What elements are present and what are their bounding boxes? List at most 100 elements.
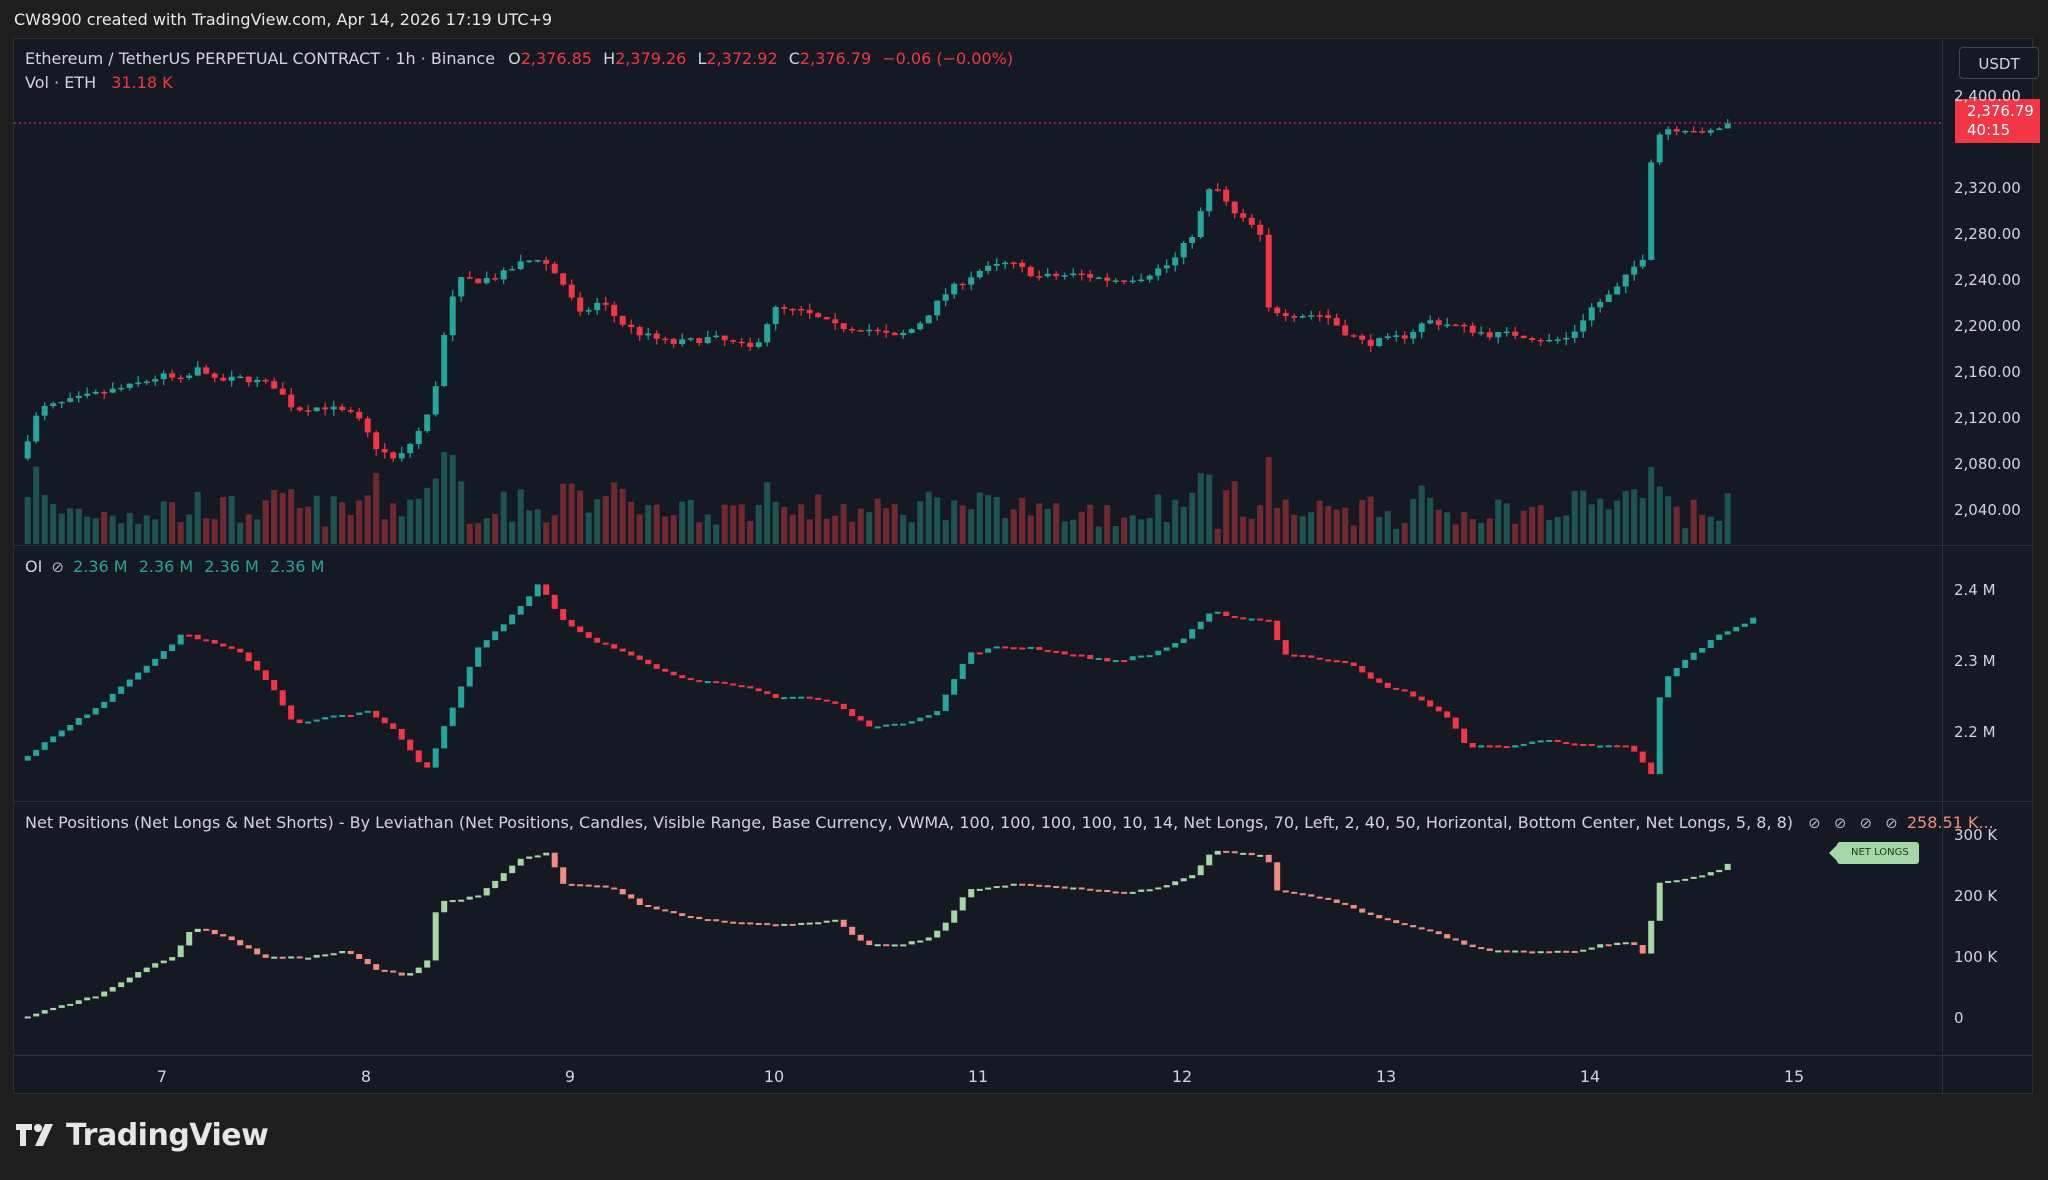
price-candle	[483, 278, 490, 284]
volume-legend[interactable]: Vol · ETH 31.18 K	[25, 73, 173, 92]
oi-candle	[58, 730, 65, 737]
oi-label[interactable]: OI	[25, 557, 43, 576]
oi-candle	[1682, 659, 1689, 668]
price-candle	[347, 410, 354, 412]
net-position-candle	[653, 906, 660, 910]
net-position-candle	[1061, 886, 1068, 889]
volume-bar	[339, 502, 346, 544]
oi-candle	[747, 686, 754, 689]
volume-bar	[160, 501, 167, 544]
oi-candle	[84, 714, 91, 718]
net-position-candle	[220, 934, 227, 937]
price-candle	[517, 261, 524, 270]
oi-legend[interactable]: OI ⊘ 2.36 M 2.36 M 2.36 M 2.36 M	[25, 557, 324, 576]
currency-unit-button[interactable]: USDT	[1959, 47, 2039, 79]
net-position-candle	[50, 1007, 57, 1011]
price-candle	[143, 381, 150, 384]
volume-label[interactable]: Vol · ETH	[25, 73, 97, 92]
price-candle	[288, 394, 295, 408]
price-candle	[798, 309, 805, 311]
volume-bar	[245, 514, 252, 544]
hidden-eye-icon[interactable]: ⊘	[1833, 814, 1847, 832]
oi-candle	[381, 717, 388, 724]
price-candle	[1308, 315, 1315, 317]
oi-candle	[1741, 623, 1748, 627]
price-candle	[92, 391, 99, 394]
price-candle	[1206, 189, 1213, 212]
net-positions-legend[interactable]: Net Positions (Net Longs & Net Shorts) -…	[25, 813, 1994, 832]
oi-candle	[1095, 658, 1102, 661]
net-positions-label[interactable]: Net Positions (Net Longs & Net Shorts) -…	[25, 813, 1794, 832]
time-axis-label: 8	[360, 1067, 372, 1086]
price-candle	[203, 367, 210, 374]
net-position-candle	[1639, 945, 1646, 954]
price-candle	[1240, 213, 1247, 218]
volume-bar	[764, 482, 771, 544]
hidden-eye-icon[interactable]: ⊘	[1885, 814, 1898, 832]
net-position-candle	[424, 960, 431, 968]
pane-separator-net[interactable]	[14, 801, 2034, 802]
net-position-candle	[900, 944, 907, 947]
net-position-candle	[1333, 899, 1340, 903]
volume-bar	[942, 520, 949, 544]
volume-bar	[407, 499, 414, 544]
price-candle	[169, 373, 176, 378]
hidden-eye-icon[interactable]: ⊘	[1859, 814, 1873, 832]
volume-bar	[118, 523, 125, 544]
price-candle	[1172, 257, 1179, 266]
oi-candle	[1265, 619, 1272, 622]
volume-bar	[483, 518, 490, 544]
chart-canvas[interactable]	[14, 39, 2034, 1095]
price-candle	[466, 277, 473, 279]
volume-bar	[203, 518, 210, 544]
price-candle	[721, 335, 728, 341]
net-position-candle	[1605, 944, 1612, 947]
net-position-candle	[1512, 950, 1519, 953]
net-position-candle	[806, 922, 813, 925]
net-position-candle	[492, 880, 499, 889]
chart-frame[interactable]: Ethereum / TetherUS PERPETUAL CONTRACT ·…	[13, 38, 2040, 1095]
price-candle	[679, 339, 686, 344]
net-position-candle	[1257, 854, 1264, 857]
price-candle	[738, 341, 745, 344]
price-candle	[1631, 266, 1638, 275]
price-candle	[934, 300, 941, 316]
pane-separator-oi[interactable]	[14, 545, 2034, 546]
price-candle	[1112, 280, 1119, 282]
volume-bar	[560, 483, 567, 544]
volume-bar	[704, 514, 711, 544]
oi-candle	[934, 711, 941, 716]
net-position-candle	[1291, 891, 1298, 894]
hidden-eye-icon[interactable]: ⊘	[1808, 814, 1821, 832]
price-candle	[772, 307, 779, 325]
price-candle	[781, 307, 788, 309]
price-candle	[1673, 129, 1680, 132]
net-position-candle	[1104, 889, 1111, 892]
oi-candle	[288, 705, 295, 720]
volume-bar	[1223, 490, 1230, 544]
oi-candle	[1452, 717, 1459, 729]
main-legend[interactable]: Ethereum / TetherUS PERPETUAL CONTRACT ·…	[25, 49, 1013, 68]
symbol-title[interactable]: Ethereum / TetherUS PERPETUAL CONTRACT ·…	[25, 49, 496, 68]
net-position-candle	[1682, 878, 1689, 881]
price-candle	[883, 330, 890, 333]
hidden-eye-icon[interactable]: ⊘	[51, 558, 64, 576]
net-position-candle	[1325, 897, 1332, 900]
tradingview-logo[interactable]: TradingView	[14, 1118, 269, 1153]
oi-candle	[1112, 660, 1119, 663]
net-position-candle	[866, 940, 873, 946]
price-candle	[41, 405, 48, 416]
price-candle	[645, 333, 652, 336]
price-candle	[1546, 339, 1553, 342]
net-position-candle	[772, 924, 779, 927]
volume-bar	[126, 512, 133, 544]
volume-bar	[1724, 493, 1731, 544]
net-position-candle	[432, 912, 439, 961]
price-candle	[262, 379, 269, 382]
oi-candle	[1129, 656, 1136, 661]
oi-candle	[755, 688, 762, 692]
volume-bar	[228, 495, 235, 544]
oi-candle	[1299, 655, 1306, 658]
oi-candle	[653, 664, 660, 669]
price-candle	[900, 332, 907, 336]
